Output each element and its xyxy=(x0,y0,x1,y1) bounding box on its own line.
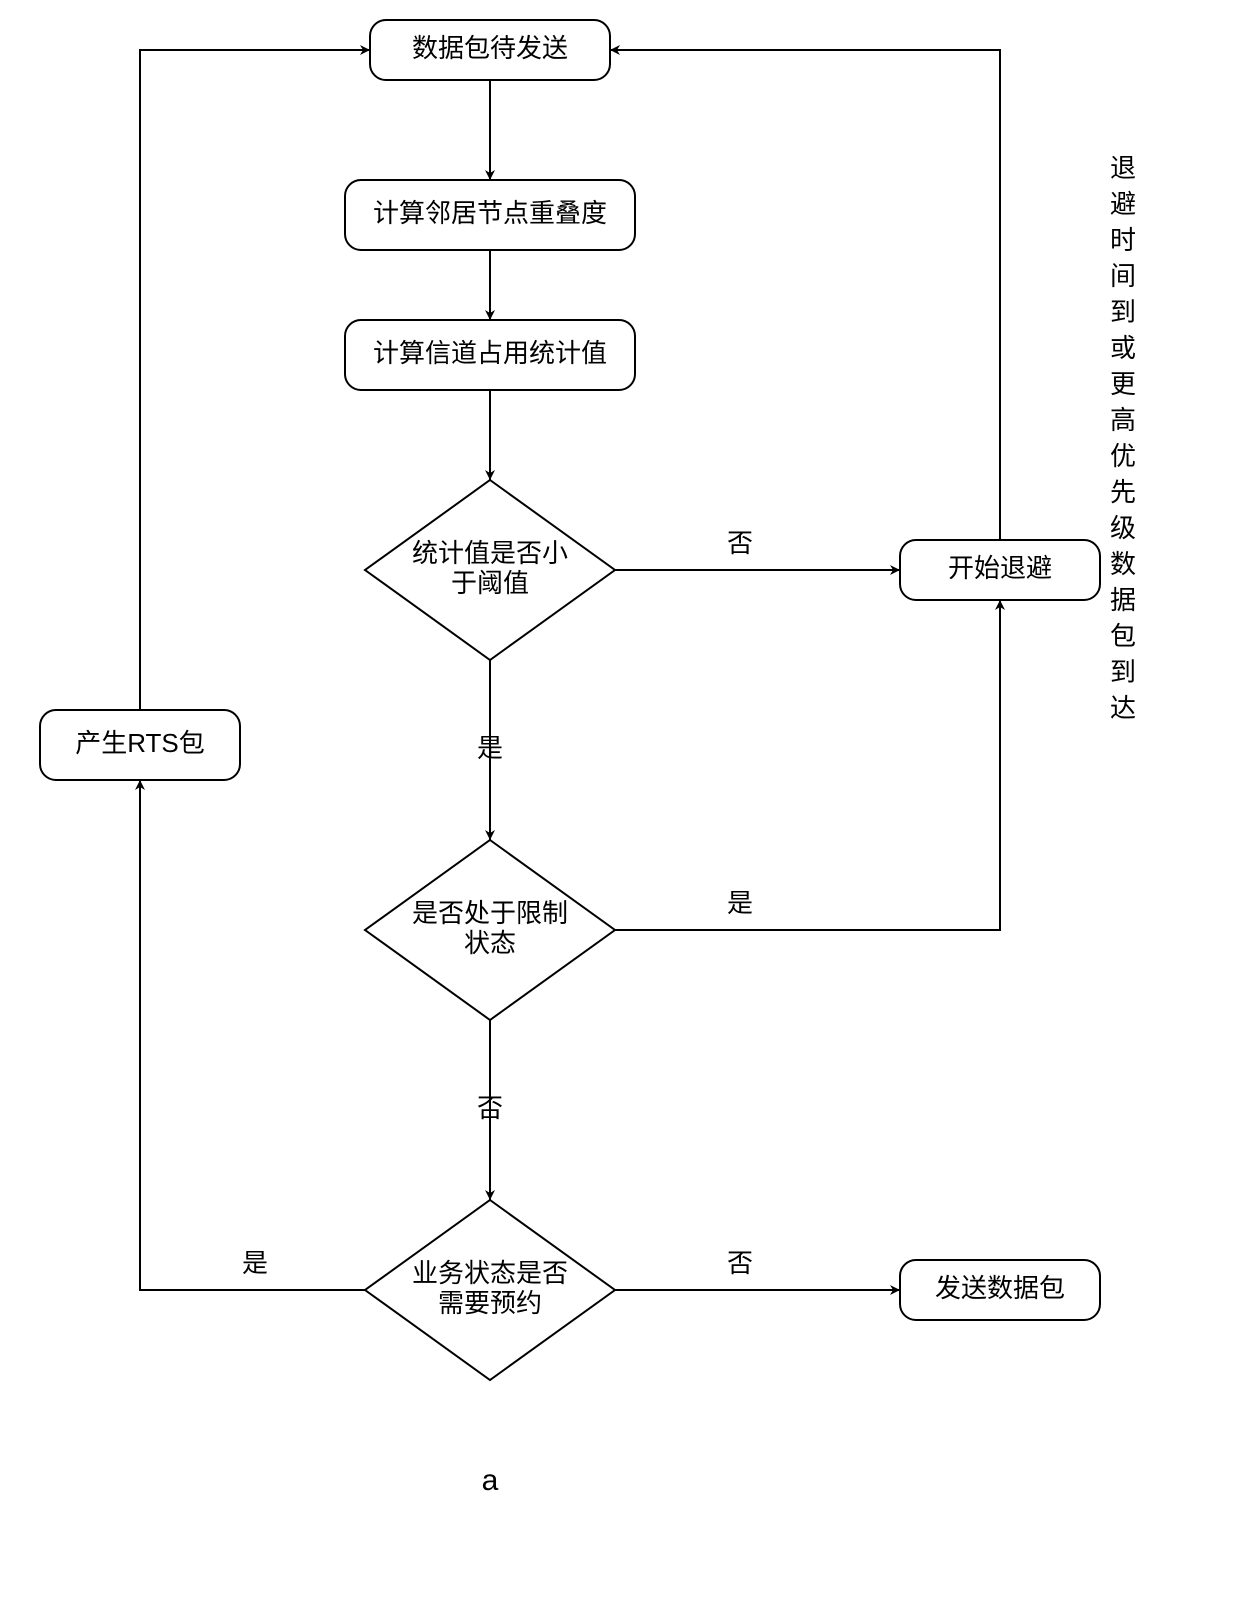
edge xyxy=(140,50,370,710)
flow-node-text: 计算信道占用统计值 xyxy=(373,338,607,368)
side-annotation-char: 据 xyxy=(1110,585,1136,615)
flow-decision-text: 是否处于限制 xyxy=(412,898,568,928)
side-annotation-char: 退 xyxy=(1110,153,1136,183)
flow-node-text: 开始退避 xyxy=(948,553,1052,583)
side-annotation-char: 数 xyxy=(1110,549,1136,579)
side-annotation-char: 先 xyxy=(1110,477,1136,507)
side-annotation-char: 到 xyxy=(1110,297,1136,327)
side-annotation-char: 达 xyxy=(1110,693,1136,723)
edge xyxy=(610,50,1000,540)
flow-decision-text: 统计值是否小 xyxy=(412,538,568,568)
flow-node-text: 数据包待发送 xyxy=(412,33,568,63)
side-annotation-char: 间 xyxy=(1110,261,1136,291)
edge-label: 否 xyxy=(727,1248,753,1278)
flow-decision-text: 业务状态是否 xyxy=(412,1258,568,1288)
flow-decision-text: 需要预约 xyxy=(438,1288,542,1318)
flow-node-text: 发送数据包 xyxy=(935,1273,1065,1303)
edge-label: 否 xyxy=(727,528,753,558)
side-annotation-char: 到 xyxy=(1110,657,1136,687)
side-annotation-char: 或 xyxy=(1110,333,1136,363)
edge-label: 是 xyxy=(477,733,503,763)
flow-node-text: 计算邻居节点重叠度 xyxy=(373,198,607,228)
flow-decision-text: 状态 xyxy=(464,928,516,958)
side-annotation-char: 优 xyxy=(1110,441,1136,471)
edge-label: 是 xyxy=(727,888,753,918)
edge xyxy=(140,780,365,1290)
flow-decision-text: 于阈值 xyxy=(451,568,529,598)
edge-label: 否 xyxy=(477,1093,503,1123)
side-annotation-char: 时 xyxy=(1110,225,1136,255)
side-annotation-char: 更 xyxy=(1110,369,1136,399)
side-annotation-char: 包 xyxy=(1110,621,1136,651)
edge xyxy=(615,600,1000,930)
side-annotation-char: 高 xyxy=(1110,405,1136,435)
edge-label: 是 xyxy=(242,1248,268,1278)
side-annotation-char: 级 xyxy=(1110,513,1136,543)
figure-caption: a xyxy=(482,1464,499,1497)
flow-node-text: 产生RTS包 xyxy=(75,728,205,758)
side-annotation-char: 避 xyxy=(1110,189,1136,219)
